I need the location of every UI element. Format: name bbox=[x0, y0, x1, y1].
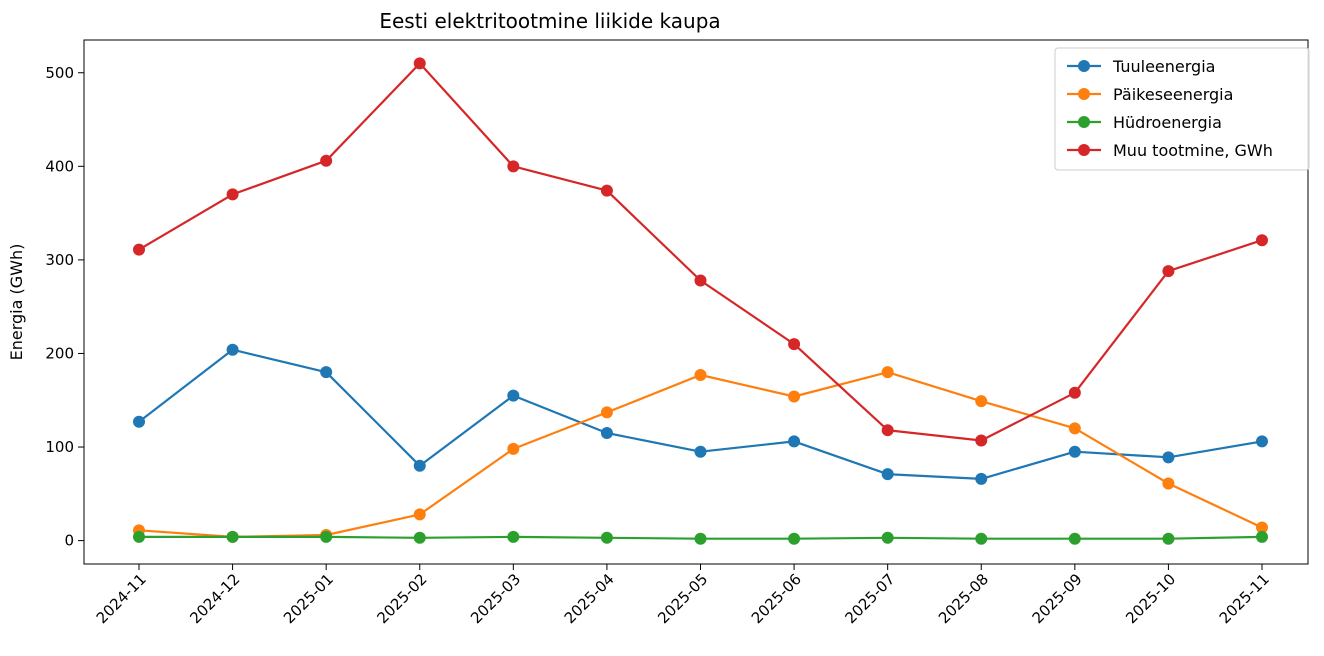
x-tick-label: 2025-03 bbox=[467, 570, 524, 627]
data-point bbox=[507, 389, 520, 402]
x-tick-label: 2025-01 bbox=[280, 570, 337, 627]
legend-label: Päikeseenergia bbox=[1113, 85, 1233, 104]
data-point bbox=[975, 532, 988, 545]
data-point bbox=[1256, 234, 1268, 247]
series-3 bbox=[133, 57, 1268, 447]
legend-marker bbox=[1078, 88, 1090, 100]
chart-title: Eesti elektritootmine liikide kaupa bbox=[379, 9, 720, 33]
x-tick-label: 2025-02 bbox=[374, 570, 431, 627]
data-point bbox=[788, 390, 801, 403]
data-point bbox=[881, 424, 894, 437]
data-point bbox=[320, 366, 333, 379]
y-tick-label: 200 bbox=[45, 344, 74, 362]
data-point bbox=[1162, 265, 1175, 278]
y-tick-label: 400 bbox=[45, 157, 74, 175]
data-point bbox=[413, 459, 426, 472]
y-tick-label: 0 bbox=[64, 532, 74, 550]
data-point bbox=[133, 415, 145, 428]
x-tick-label: 2025-10 bbox=[1122, 570, 1179, 627]
data-point bbox=[507, 160, 520, 173]
data-point bbox=[881, 366, 894, 379]
x-tick-label: 2025-11 bbox=[1216, 570, 1273, 627]
data-point bbox=[1256, 530, 1268, 543]
legend-marker bbox=[1078, 144, 1090, 156]
data-point bbox=[1068, 445, 1081, 458]
data-point bbox=[975, 395, 988, 408]
data-point bbox=[413, 531, 426, 544]
data-point bbox=[1162, 451, 1175, 464]
x-tick-label: 2025-09 bbox=[1029, 570, 1086, 627]
data-point bbox=[881, 468, 894, 481]
data-point bbox=[788, 435, 801, 448]
data-point bbox=[694, 445, 707, 458]
data-point bbox=[600, 531, 613, 544]
data-point bbox=[226, 530, 239, 543]
data-point bbox=[226, 188, 239, 201]
x-tick-label: 2025-07 bbox=[841, 570, 898, 627]
x-tick-label: 2024-11 bbox=[93, 570, 150, 627]
data-point bbox=[788, 338, 801, 351]
series-2 bbox=[133, 530, 1268, 545]
legend-marker bbox=[1078, 116, 1090, 128]
data-point bbox=[133, 530, 145, 543]
data-point bbox=[1162, 477, 1175, 490]
y-tick-label: 300 bbox=[45, 251, 74, 269]
data-point bbox=[788, 532, 801, 545]
data-point bbox=[694, 368, 707, 381]
data-point bbox=[1068, 422, 1081, 435]
data-point bbox=[1068, 532, 1081, 545]
data-point bbox=[694, 532, 707, 545]
data-point bbox=[694, 274, 707, 287]
data-point bbox=[507, 442, 520, 455]
data-point bbox=[975, 434, 988, 447]
data-point bbox=[1068, 386, 1081, 399]
x-tick-label: 2024-12 bbox=[186, 570, 243, 627]
x-tick-label: 2025-04 bbox=[561, 570, 618, 627]
data-point bbox=[600, 184, 613, 197]
x-tick-label: 2025-05 bbox=[654, 570, 711, 627]
data-point bbox=[600, 427, 613, 439]
y-axis-label: Energia (GWh) bbox=[7, 244, 26, 361]
x-tick-label: 2025-06 bbox=[748, 570, 805, 627]
data-point bbox=[226, 343, 239, 356]
data-point bbox=[881, 531, 894, 544]
y-tick-label: 500 bbox=[45, 64, 74, 82]
data-point bbox=[413, 508, 426, 521]
legend-box bbox=[1054, 47, 1310, 171]
data-point bbox=[1256, 521, 1268, 534]
legend-label: Muu tootmine, GWh bbox=[1113, 141, 1273, 160]
data-point bbox=[1256, 435, 1268, 448]
series-0 bbox=[133, 343, 1268, 485]
legend-marker bbox=[1078, 60, 1090, 72]
y-tick-label: 100 bbox=[45, 438, 74, 456]
x-tick-label: 2025-08 bbox=[935, 570, 992, 627]
data-point bbox=[975, 472, 988, 485]
data-point bbox=[413, 57, 426, 70]
data-point bbox=[600, 406, 613, 419]
data-point bbox=[507, 530, 520, 543]
data-point bbox=[133, 243, 145, 256]
data-point bbox=[320, 154, 333, 167]
legend-label: Hüdroenergia bbox=[1113, 113, 1222, 132]
data-point bbox=[1162, 532, 1175, 545]
legend: Tuuleenergia Päikeseenergia Hüdroenergia Mu… bbox=[1054, 47, 1310, 171]
plot-frame bbox=[83, 39, 1309, 565]
legend-label: Tuuleenergia bbox=[1112, 57, 1215, 76]
data-point bbox=[320, 530, 333, 543]
